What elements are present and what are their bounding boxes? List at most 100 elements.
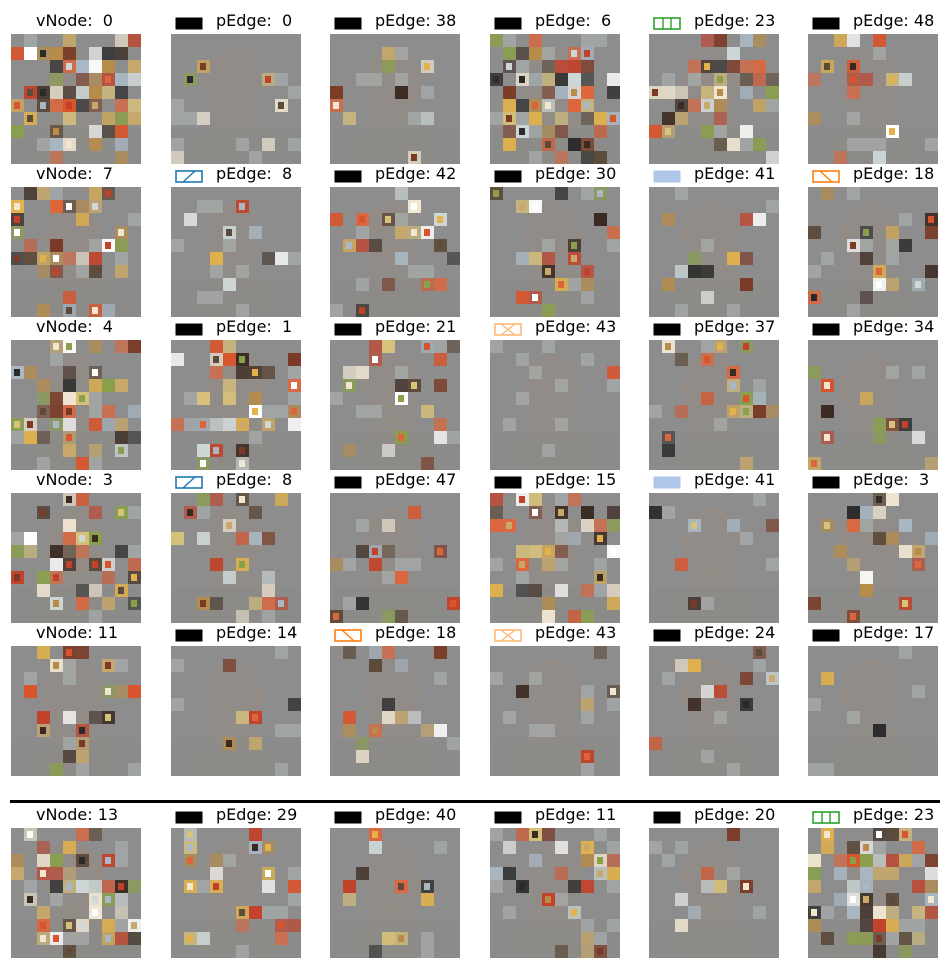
attention-map-image	[11, 34, 141, 164]
pedge-title: pEdge: 17	[853, 623, 935, 642]
pedge-title: pEdge: 23	[694, 11, 776, 30]
pedge-title: pEdge: 29	[216, 805, 298, 824]
pedge-title: pEdge: 48	[853, 11, 935, 30]
panel-label: pEdge: 34	[797, 316, 950, 340]
attention-map-image	[171, 187, 301, 317]
pedge-title: pEdge: 43	[535, 623, 617, 642]
vnode-title: vNode: 4	[36, 317, 113, 336]
pedge-title: pEdge: 47	[375, 470, 457, 489]
panel-label: pEdge: 41	[638, 163, 797, 187]
panel-label: pEdge: 47	[319, 469, 478, 493]
panel-label: pEdge: 0	[160, 10, 319, 34]
pedge-title: pEdge: 30	[535, 164, 617, 183]
attention-map-image	[11, 493, 141, 623]
edge-legend-swatch	[653, 321, 681, 336]
panel-label: pEdge: 1	[160, 316, 319, 340]
attention-map-image	[490, 34, 620, 164]
pedge-panel: pEdge: 41	[638, 469, 797, 624]
edge-legend-swatch	[334, 809, 362, 824]
panel-label: pEdge: 17	[797, 622, 950, 646]
pedge-panel: pEdge: 23	[638, 10, 797, 165]
attention-map-image	[330, 34, 460, 164]
attention-map-image	[330, 828, 460, 958]
vnode-panel: vNode: 13	[0, 804, 159, 959]
vnode-title: vNode: 13	[36, 805, 119, 824]
panel-label: pEdge: 21	[319, 316, 478, 340]
vnode-panel: vNode: 7	[0, 163, 159, 318]
pedge-title: pEdge: 6	[535, 11, 612, 30]
section-divider	[10, 800, 940, 803]
pedge-title: pEdge: 8	[216, 470, 293, 489]
edge-legend-swatch	[812, 321, 840, 336]
panel-label: pEdge: 24	[638, 622, 797, 646]
panel-label: pEdge: 40	[319, 804, 478, 828]
panel-label: pEdge: 8	[160, 163, 319, 187]
pedge-panel: pEdge: 43	[479, 622, 638, 777]
pedge-panel: pEdge: 21	[319, 316, 478, 471]
attention-map-image	[490, 646, 620, 776]
edge-legend-swatch	[175, 474, 203, 489]
attention-map-image	[171, 340, 301, 470]
edge-legend-swatch	[334, 168, 362, 183]
attention-map-image	[808, 187, 938, 317]
pedge-title: pEdge: 38	[375, 11, 457, 30]
edge-legend-swatch	[175, 15, 203, 30]
edge-legend-swatch	[334, 321, 362, 336]
attention-map-image	[808, 34, 938, 164]
pedge-panel: pEdge: 11	[479, 804, 638, 959]
panel-label: pEdge: 18	[797, 163, 950, 187]
pedge-panel: pEdge: 18	[797, 163, 950, 318]
pedge-panel: pEdge: 38	[319, 10, 478, 165]
edge-legend-swatch	[494, 809, 522, 824]
pedge-title: pEdge: 34	[853, 317, 935, 336]
pedge-panel: pEdge: 42	[319, 163, 478, 318]
pedge-panel: pEdge: 1	[160, 316, 319, 471]
edge-legend-swatch	[812, 168, 840, 183]
pedge-panel: pEdge: 17	[797, 622, 950, 777]
pedge-title: pEdge: 8	[216, 164, 293, 183]
panel-label: vNode: 0	[0, 10, 159, 34]
pedge-panel: pEdge: 41	[638, 163, 797, 318]
attention-map-image	[11, 340, 141, 470]
pedge-title: pEdge: 11	[535, 805, 617, 824]
edge-legend-swatch	[334, 15, 362, 30]
edge-legend-swatch	[175, 168, 203, 183]
panel-label: pEdge: 14	[160, 622, 319, 646]
pedge-panel: pEdge: 3	[797, 469, 950, 624]
panel-label: pEdge: 23	[638, 10, 797, 34]
edge-legend-swatch	[494, 15, 522, 30]
panel-label: pEdge: 43	[479, 622, 638, 646]
panel-label: pEdge: 18	[319, 622, 478, 646]
attention-map-image	[11, 187, 141, 317]
edge-legend-swatch	[653, 809, 681, 824]
attention-map-image	[490, 340, 620, 470]
edge-legend-swatch	[653, 474, 681, 489]
edge-legend-swatch	[812, 474, 840, 489]
panel-label: pEdge: 11	[479, 804, 638, 828]
pedge-panel: pEdge: 0	[160, 10, 319, 165]
pedge-panel: pEdge: 23	[797, 804, 950, 959]
pedge-title: pEdge: 0	[216, 11, 293, 30]
attention-map-image	[171, 493, 301, 623]
pedge-panel: pEdge: 15	[479, 469, 638, 624]
pedge-panel: pEdge: 14	[160, 622, 319, 777]
vnode-title: vNode: 11	[36, 623, 119, 642]
edge-legend-swatch	[175, 321, 203, 336]
panel-label: pEdge: 29	[160, 804, 319, 828]
attention-map-image	[330, 646, 460, 776]
panel-label: vNode: 3	[0, 469, 159, 493]
pedge-panel: pEdge: 47	[319, 469, 478, 624]
edge-legend-swatch	[175, 809, 203, 824]
pedge-title: pEdge: 18	[853, 164, 935, 183]
panel-label: pEdge: 3	[797, 469, 950, 493]
attention-map-image	[330, 340, 460, 470]
attention-map-image	[11, 646, 141, 776]
panel-label: pEdge: 15	[479, 469, 638, 493]
panel-label: vNode: 11	[0, 622, 159, 646]
pedge-panel: pEdge: 29	[160, 804, 319, 959]
vnode-title: vNode: 7	[36, 164, 113, 183]
pedge-panel: pEdge: 48	[797, 10, 950, 165]
pedge-title: pEdge: 15	[535, 470, 617, 489]
vnode-panel: vNode: 0	[0, 10, 159, 165]
